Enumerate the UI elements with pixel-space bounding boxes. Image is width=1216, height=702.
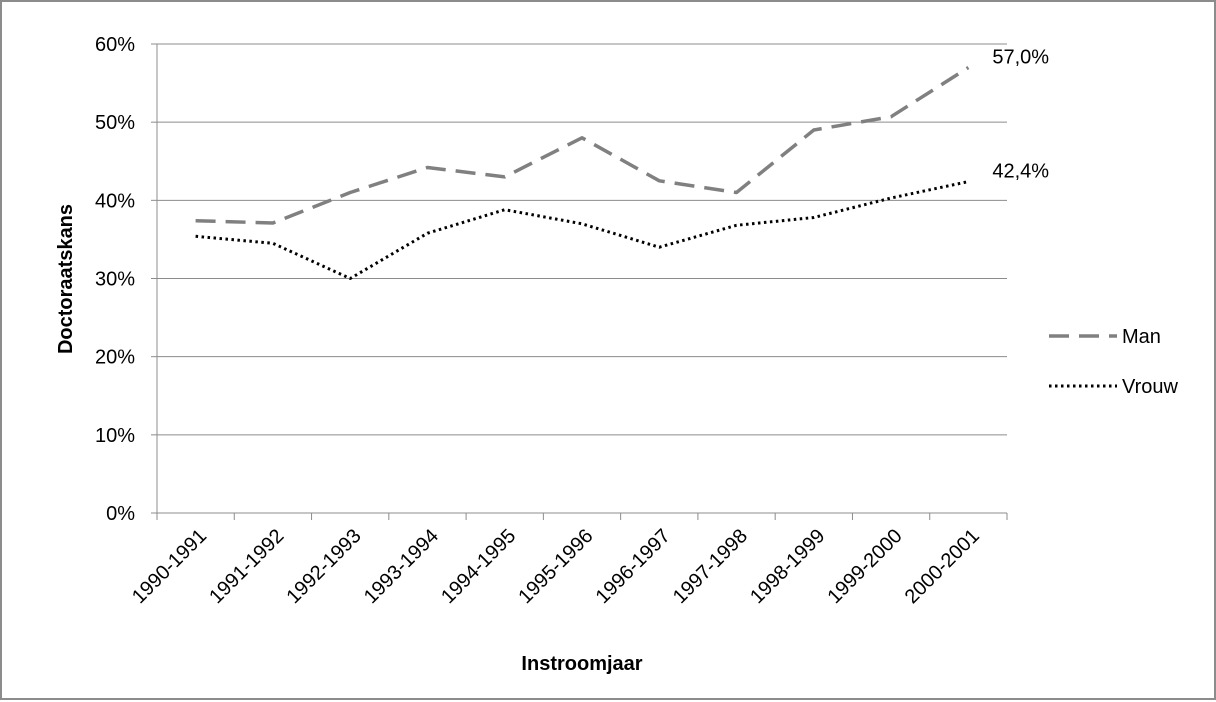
y-tick-label: 30% [95, 269, 135, 291]
x-tick-label: 1991-1992 [205, 525, 288, 608]
x-tick-label: 1996-1997 [592, 525, 675, 608]
x-tick-label: 1995-1996 [514, 525, 597, 608]
y-tick-label: 20% [95, 347, 135, 369]
end-label-vrouw: 42,4% [992, 161, 1049, 183]
gridlines [157, 43, 1007, 436]
y-axis-title: Doctoraatskans [55, 204, 77, 354]
data-labels: 57,0% 42,4% [992, 46, 1049, 182]
y-tick-label: 60% [95, 34, 135, 56]
series-line-man [195, 66, 970, 225]
series-lines [195, 66, 970, 280]
x-tick-label: 1997-1998 [669, 525, 752, 608]
x-tick-label: 1998-1999 [746, 525, 829, 608]
legend: Man Vrouw [1049, 326, 1179, 398]
y-tick-label: 40% [95, 190, 135, 212]
x-tick-label: 1990-1991 [128, 525, 211, 608]
legend-label-vrouw: Vrouw [1122, 376, 1179, 398]
y-tick-label: 10% [95, 425, 135, 447]
end-label-man: 57,0% [992, 46, 1049, 68]
x-tick-label: 1999-2000 [823, 525, 906, 608]
x-tick-label: 1994-1995 [437, 525, 520, 608]
x-tick-label: 1992-1993 [283, 525, 366, 608]
data-point-vrouw [966, 180, 970, 184]
y-tick-label: 0% [106, 503, 135, 525]
x-axis-title: Instroomjaar [521, 653, 642, 675]
y-tick-label: 50% [95, 112, 135, 134]
x-tick-label: 2000-2001 [901, 525, 984, 608]
x-tick-label: 1993-1994 [360, 525, 443, 608]
legend-label-man: Man [1122, 326, 1161, 348]
series-line-vrouw [195, 180, 969, 280]
